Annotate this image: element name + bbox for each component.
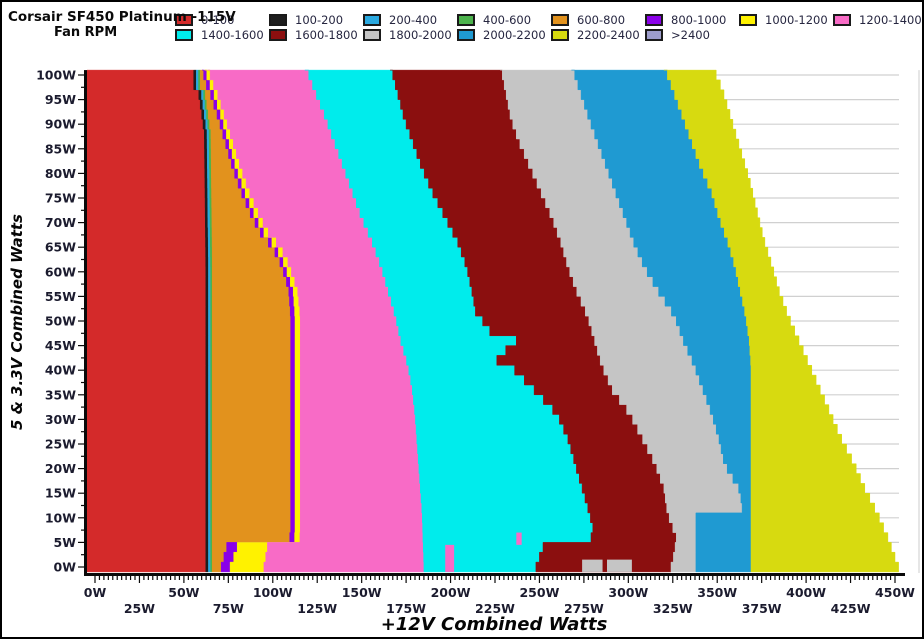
y-axis-line: [84, 70, 87, 576]
legend-label: 2200-2400: [577, 28, 640, 42]
legend-swatch-1200-1400: [833, 14, 851, 26]
legend-label: 100-200: [295, 13, 344, 27]
legend-label: 1800-2000: [389, 28, 452, 42]
legend-item: 600-800: [551, 13, 645, 27]
x-tick-label-300W: 300W: [608, 585, 648, 600]
legend-swatch->2400: [645, 29, 663, 41]
legend-swatch-800-1000: [645, 14, 663, 26]
legend-item: 1800-2000: [363, 28, 457, 42]
legend-item: 200-400: [363, 13, 457, 27]
legend-swatch-400-600: [457, 14, 475, 26]
x-axis-title: +12V Combined Watts: [380, 614, 608, 635]
legend-item: 1400-1600: [175, 28, 269, 42]
y-tick-label-15W: 15W: [45, 486, 76, 501]
legend-label: 1000-1200: [765, 13, 828, 27]
x-tick-label-250W: 250W: [519, 585, 559, 600]
y-tick-label-45W: 45W: [45, 338, 76, 353]
x-tick-label-325W: 325W: [653, 601, 693, 616]
x-tick-label-200W: 200W: [431, 585, 471, 600]
y-tick-label-65W: 65W: [45, 240, 76, 255]
y-tick-label-100W: 100W: [36, 68, 76, 83]
legend-label: >2400: [671, 28, 710, 42]
y-tick-label-60W: 60W: [45, 264, 76, 279]
y-tick-label-0W: 0W: [54, 560, 77, 575]
chart-title: Corsair SF450 Platinum -115V: [8, 9, 236, 25]
legend-swatch-1800-2000: [363, 29, 381, 41]
band-2200-2400-rpm: [663, 69, 899, 573]
legend-item: 2200-2400: [551, 28, 645, 42]
legend-item: 1000-1200: [739, 13, 833, 27]
x-tick-label-425W: 425W: [831, 601, 871, 616]
y-tick-label-35W: 35W: [45, 387, 76, 402]
legend-item: 0-100: [175, 13, 269, 27]
x-tick-label-125W: 125W: [297, 601, 337, 616]
y-axis-title: 5 & 3.3V Combined Watts: [8, 214, 26, 430]
y-tick-label-80W: 80W: [45, 166, 76, 181]
legend-swatch-1000-1200: [739, 14, 757, 26]
legend-item: 100-200: [269, 13, 363, 27]
y-tick-label-50W: 50W: [45, 314, 76, 329]
y-tick-label-55W: 55W: [45, 289, 76, 304]
y-tick-label-5W: 5W: [54, 535, 77, 550]
x-tick-label-25W: 25W: [124, 601, 155, 616]
legend-item: 1200-1400: [833, 13, 922, 27]
legend-label: 800-1000: [671, 13, 727, 27]
legend-item: 2000-2200: [457, 28, 551, 42]
x-tick-label-225W: 225W: [475, 601, 515, 616]
x-tick-label-400W: 400W: [786, 585, 826, 600]
legend-label: 0-100: [201, 13, 235, 27]
legend-swatch-2200-2400: [551, 29, 569, 41]
legend-label: 1400-1600: [201, 28, 264, 42]
legend-label: 400-600: [483, 13, 532, 27]
legend-label: 1600-1800: [295, 28, 358, 42]
legend-swatch-100-200: [269, 14, 287, 26]
legend-swatch-200-400: [363, 14, 381, 26]
y-tick-label-20W: 20W: [45, 461, 76, 476]
legend-item: 1600-1800: [269, 28, 363, 42]
legend-swatch-2000-2200: [457, 29, 475, 41]
y-tick-label-85W: 85W: [45, 141, 76, 156]
x-tick-label-175W: 175W: [386, 601, 426, 616]
x-tick-label-100W: 100W: [253, 585, 293, 600]
y-tick-label-10W: 10W: [45, 510, 76, 525]
legend-label: 1200-1400: [859, 13, 922, 27]
gray-remnant-2: [607, 559, 632, 572]
y-tick-label-90W: 90W: [45, 117, 76, 132]
x-tick-label-50W: 50W: [168, 585, 199, 600]
y-tick-label-75W: 75W: [45, 191, 76, 206]
legend-item: 800-1000: [645, 13, 739, 27]
x-tick-label-0W: 0W: [84, 585, 107, 600]
y-tick-label-95W: 95W: [45, 92, 76, 107]
gray-remnant-1: [582, 559, 603, 572]
x-tick-label-275W: 275W: [564, 601, 604, 616]
x-tick-label-375W: 375W: [742, 601, 782, 616]
legend-label: 600-800: [577, 13, 626, 27]
y-tick-label-30W: 30W: [45, 412, 76, 427]
legend-item: >2400: [645, 28, 739, 42]
pink-remnant-stripe: [445, 544, 455, 572]
legend-label: 200-400: [389, 13, 438, 27]
x-tick-label-350W: 350W: [697, 585, 737, 600]
legend-row-2: 1400-1600 1600-1800 1800-2000 2000-2200 2200…: [175, 28, 739, 42]
y-tick-label-70W: 70W: [45, 215, 76, 230]
legend-swatch-600-800: [551, 14, 569, 26]
y-tick-label-25W: 25W: [45, 437, 76, 452]
legend-swatch-1400-1600: [175, 29, 193, 41]
x-tick-label-150W: 150W: [342, 585, 382, 600]
legend-row-1: 0-100 100-200 200-400 400-600 600-800 800-100…: [175, 13, 922, 27]
band-0-100-rpm: [86, 69, 207, 573]
x-tick-label-75W: 75W: [213, 601, 244, 616]
legend-label: 2000-2200: [483, 28, 546, 42]
legend-item: 400-600: [457, 13, 551, 27]
legend-swatch-1600-1800: [269, 29, 287, 41]
x-axis-line: [84, 573, 905, 576]
pink-remnant-dot: [516, 532, 522, 545]
legend-swatch-0-100: [175, 14, 193, 26]
x-tick-label-450W: 450W: [875, 585, 915, 600]
chart-subtitle: Fan RPM: [54, 25, 118, 40]
y-tick-label-40W: 40W: [45, 363, 76, 378]
